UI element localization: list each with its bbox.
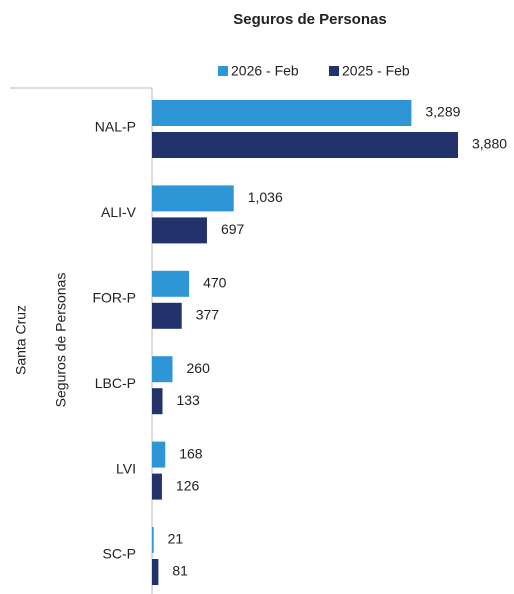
bar xyxy=(152,270,190,297)
bar xyxy=(152,388,163,415)
y-tick-label: FOR-P xyxy=(92,290,136,306)
y-tick-label: SC-P xyxy=(103,546,136,562)
data-label: 470 xyxy=(203,275,227,291)
data-label: 168 xyxy=(179,445,203,461)
y-tick-label: NAL-P xyxy=(95,119,136,135)
data-label: 260 xyxy=(187,360,211,376)
bar xyxy=(152,559,159,585)
data-label: 1,036 xyxy=(248,189,283,205)
data-label: 81 xyxy=(172,563,188,579)
data-label: 3,880 xyxy=(472,136,507,152)
bar xyxy=(152,185,234,212)
chart-title: Seguros de Personas xyxy=(233,11,386,28)
legend-label: 2025 - Feb xyxy=(342,63,410,79)
y-tick-label: LBC-P xyxy=(95,375,136,391)
bar xyxy=(152,356,173,383)
data-label: 377 xyxy=(196,307,220,323)
data-label: 697 xyxy=(221,221,245,237)
legend-swatch xyxy=(329,66,339,76)
bar xyxy=(152,441,166,468)
group-label: Seguros de Personas xyxy=(53,273,69,408)
data-label: 21 xyxy=(168,531,184,547)
bar xyxy=(152,473,162,500)
bar xyxy=(152,217,207,244)
bar xyxy=(152,100,412,126)
group-label: Santa Cruz xyxy=(13,305,29,375)
y-tick-label: ALI-V xyxy=(101,204,137,220)
bar xyxy=(152,527,154,553)
data-label: 133 xyxy=(176,392,200,408)
data-label: 3,289 xyxy=(425,104,460,120)
legend-swatch xyxy=(218,66,228,76)
bar xyxy=(152,132,458,158)
data-label: 126 xyxy=(176,477,200,493)
bar xyxy=(152,302,182,329)
y-tick-label: LVI xyxy=(116,460,136,476)
legend-label: 2026 - Feb xyxy=(231,63,299,79)
